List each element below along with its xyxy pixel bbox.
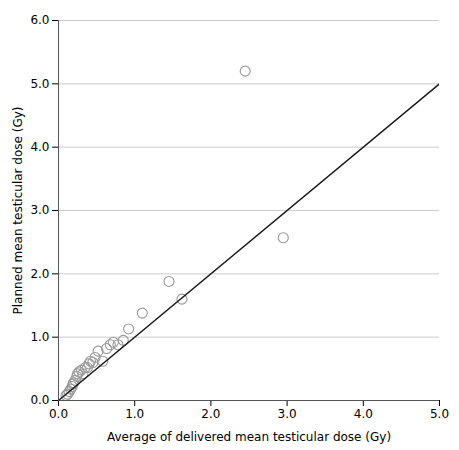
svg-text:3.0: 3.0 [278,407,297,421]
svg-text:4.0: 4.0 [354,407,373,421]
svg-text:3.0: 3.0 [30,203,49,217]
svg-text:1.0: 1.0 [125,407,144,421]
svg-text:Average of delivered mean test: Average of delivered mean testicular dos… [107,430,391,444]
svg-text:0.0: 0.0 [30,393,49,407]
svg-text:0.0: 0.0 [49,407,68,421]
svg-text:6.0: 6.0 [30,13,49,27]
svg-text:1.0: 1.0 [30,330,49,344]
svg-text:Planned mean testicular dose (: Planned mean testicular dose (Gy) [11,107,25,315]
svg-text:2.0: 2.0 [30,267,49,281]
svg-text:5.0: 5.0 [430,407,449,421]
svg-text:5.0: 5.0 [30,77,49,91]
svg-text:4.0: 4.0 [30,140,49,154]
svg-text:2.0: 2.0 [201,407,220,421]
